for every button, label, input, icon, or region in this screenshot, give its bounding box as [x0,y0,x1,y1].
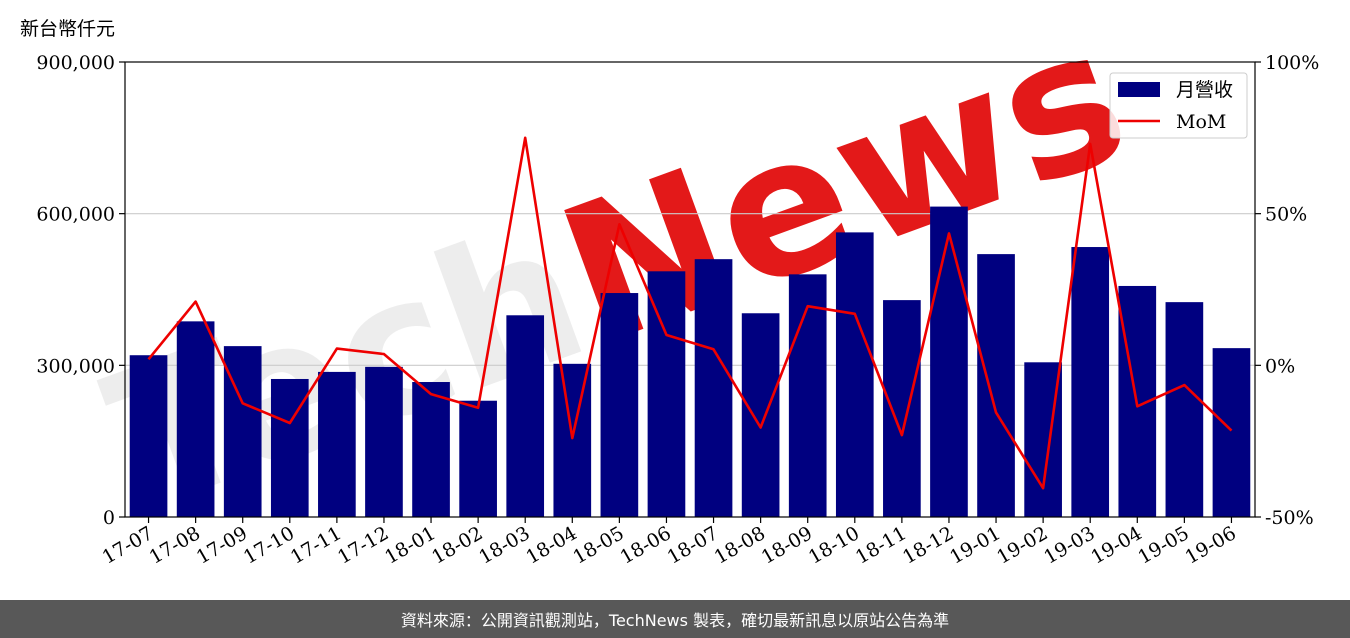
bar-17-09 [223,346,262,517]
bar-18-06 [647,271,686,517]
plot-frame [124,61,1256,518]
y-left-tick-label: 300,000 [36,355,115,377]
x-tick-label: 19-05 [1134,522,1192,568]
footer-text: 資料來源：公開資訊觀測站，TechNews 製表，確切最新訊息以原站公告為準 [400,611,950,630]
bar-19-06 [1212,348,1251,517]
x-tick-label: 18-10 [805,522,863,568]
x-tick-label: 18-11 [852,522,910,568]
x-tick-label: 18-12 [899,522,957,568]
x-tick-label: 18-03 [475,522,533,568]
x-tick-label: 19-01 [946,522,1004,568]
x-tick-label: 19-06 [1182,522,1240,568]
unit-label: 新台幣仟元 [20,18,116,40]
chart-canvas: TechNews0300,000600,000900,000-50%0%50%1… [36,0,1319,569]
bar-19-03 [1071,247,1110,518]
y-left-tick-label: 900,000 [36,52,115,74]
bar-18-12 [930,206,968,518]
bar-19-01 [977,254,1015,517]
y-left-tick-label: 0 [103,507,115,529]
bar-17-08 [176,321,215,517]
y-right-tick-label: 0% [1265,355,1295,377]
bar-18-09 [788,274,827,517]
mom-line [147,136,1233,490]
bar-18-10 [835,232,874,517]
revenue-chart: 新台幣仟元 TechNews 0 300,000 600,000 900,000 -50%… [20,0,1319,569]
legend-label-line: MoM [1176,111,1226,133]
x-tick-label: 18-04 [522,522,580,568]
y-right-tick-label: 50% [1265,204,1307,226]
bar-18-08 [741,313,780,517]
bar-18-01 [412,382,450,517]
bar-19-05 [1165,302,1204,517]
bar-17-07 [129,355,168,517]
bar-18-02 [459,400,497,517]
bar-18-07 [694,259,733,517]
x-tick-label: 17-07 [99,522,157,568]
y-left-tick-label: 600,000 [36,204,115,226]
x-tick-label: 19-02 [993,522,1051,568]
bar-18-03 [506,315,545,517]
legend-label-bar: 月營收 [1176,79,1233,101]
bar-17-10 [270,378,309,517]
x-tick-label: 18-06 [617,522,675,568]
y-right-tick-label: -50% [1265,507,1314,529]
x-tick-label: 18-01 [381,522,439,568]
bar-18-04 [553,363,592,517]
x-tick-label: 18-09 [758,522,816,568]
bar-17-11 [318,371,356,517]
x-tick-label: 17-11 [287,522,345,568]
source-footer: 資料來源：公開資訊觀測站，TechNews 製表，確切最新訊息以原站公告為準 [0,600,1350,638]
x-tick-label: 19-03 [1040,522,1098,568]
y-right-tick-label: 100% [1265,52,1319,74]
x-tick-label: 18-05 [569,522,627,568]
x-tick-label: 17-12 [334,522,392,568]
x-tick-label: 18-07 [664,522,722,568]
x-tick-label: 19-04 [1087,522,1145,568]
bar-18-05 [600,293,639,517]
x-tick-label: 18-02 [428,522,486,568]
bar-17-12 [365,366,403,517]
x-tick-label: 18-08 [711,522,769,568]
bar-18-11 [883,300,921,517]
x-tick-label: 17-10 [240,522,298,568]
legend-swatch-bar [1118,82,1160,97]
